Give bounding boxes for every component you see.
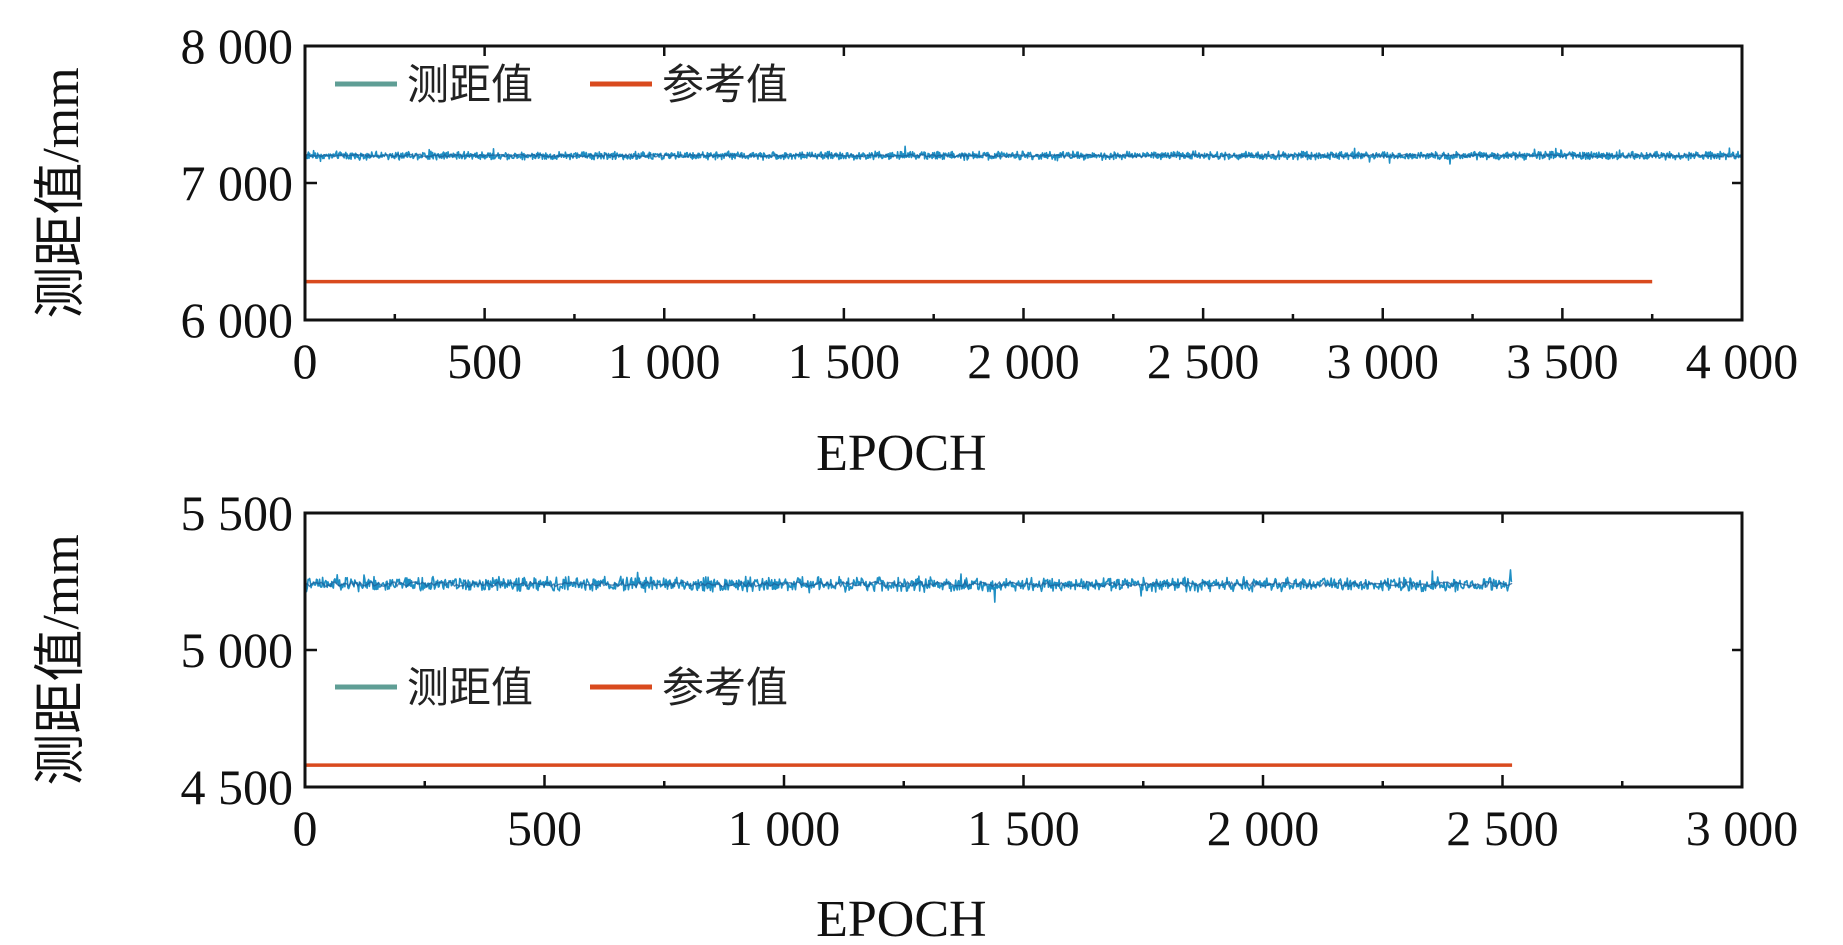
- legend: 测距值 参考值: [335, 663, 788, 712]
- plot-frame: [303, 511, 1744, 789]
- x-axis-title: EPOCH: [816, 891, 986, 945]
- x-tick-label: 3 500: [1506, 333, 1619, 389]
- y-tick-label: 5 500: [181, 485, 294, 541]
- legend-label: 测距值: [407, 663, 533, 712]
- y-tick-label: 4 500: [181, 759, 294, 815]
- series-line-measured-core: [305, 152, 1742, 159]
- legend-label: 测距值: [407, 60, 533, 109]
- x-tick-label: 1 000: [608, 333, 721, 389]
- x-tick-label: 0: [293, 333, 318, 389]
- x-tick-label: 3 000: [1327, 333, 1440, 389]
- x-tick-label: 2 000: [967, 333, 1080, 389]
- x-tick-label: 1 000: [728, 800, 841, 856]
- y-axis-title: 测距值/mm: [33, 67, 90, 318]
- legend-label: 参考值: [662, 60, 788, 109]
- x-tick-label: 500: [447, 333, 522, 389]
- y-axis-title: 测距值/mm: [33, 534, 90, 785]
- legend-label: 参考值: [662, 663, 788, 712]
- x-tick-label: 2 500: [1446, 800, 1559, 856]
- series-line-measured: [305, 569, 1513, 603]
- x-tick-label: 1 500: [788, 333, 901, 389]
- x-tick-label: 4 000: [1686, 333, 1799, 389]
- y-tick-label: 6 000: [181, 292, 294, 348]
- x-tick-label: 500: [507, 800, 582, 856]
- y-tick-label: 5 000: [181, 622, 294, 678]
- x-tick-label: 2 500: [1147, 333, 1260, 389]
- x-tick-label: 2 000: [1207, 800, 1320, 856]
- y-tick-label: 8 000: [181, 18, 294, 74]
- chart-panel-2: 0 500 1 000 1 500 2 000 2 500 3 000 4 500 5 000 5…: [33, 485, 1798, 945]
- chart-panel-1: 0 500 1 000 1 500 2 000 2 500 3 000 3 500 4 000 6…: [33, 18, 1798, 482]
- x-tick-label: 3 000: [1686, 800, 1799, 856]
- x-axis-title: EPOCH: [816, 425, 986, 482]
- legend: 测距值 参考值: [335, 60, 788, 109]
- series-line-measured-core: [305, 580, 1513, 589]
- y-tick-label: 7 000: [181, 155, 294, 211]
- x-tick-label: 0: [293, 800, 318, 856]
- x-tick-label: 1 500: [967, 800, 1080, 856]
